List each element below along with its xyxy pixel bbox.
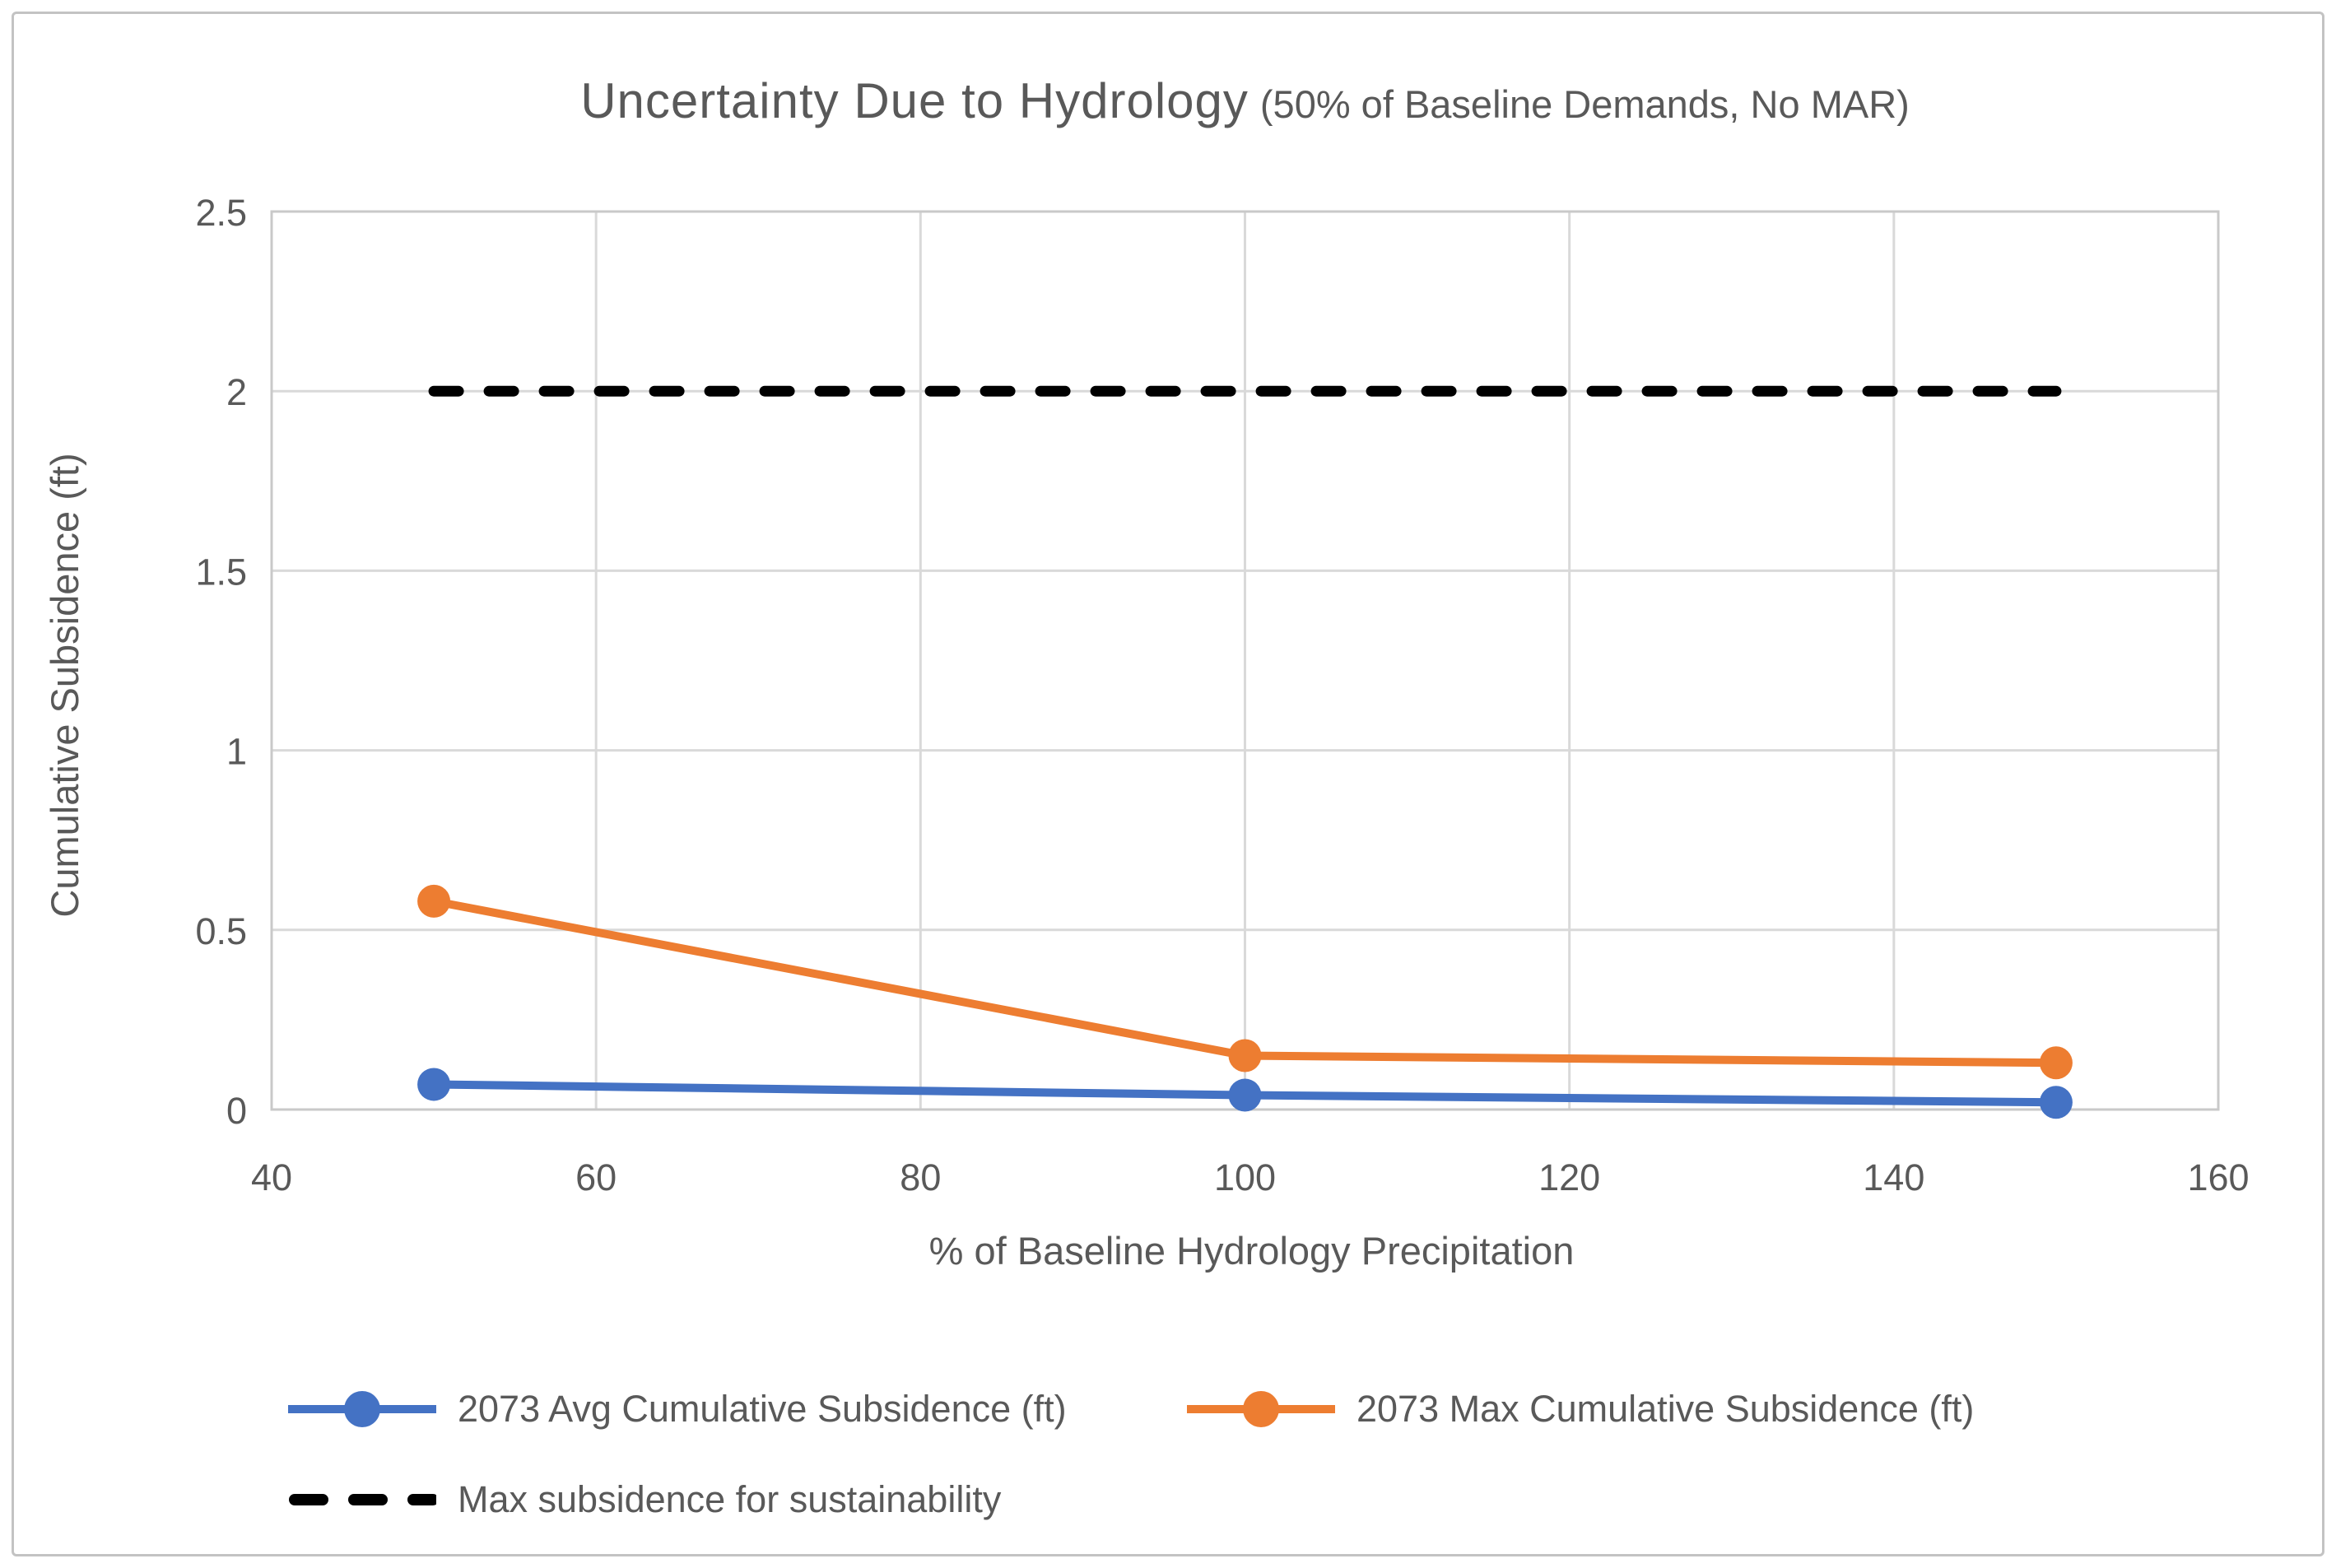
data-point-series-0 [1228, 1078, 1262, 1112]
y-tick-label: 0.5 [195, 910, 247, 952]
x-tick-label: 140 [1863, 1156, 1924, 1198]
legend-reference-row: Max subsidence for sustainability [288, 1477, 1001, 1523]
legend: 2073 Avg Cumulative Subsidence (ft) [288, 1386, 1067, 1432]
data-point-series-1 [2039, 1046, 2073, 1080]
data-point-series-1 [417, 884, 451, 918]
x-tick-label: 60 [575, 1156, 617, 1198]
legend-marker-blue-line-dot-icon [288, 1391, 436, 1427]
data-point-series-0 [417, 1068, 451, 1101]
x-tick-label: 100 [1214, 1156, 1276, 1198]
x-axis-title: % of Baseline Hydrology Precipitation [929, 1229, 1575, 1273]
y-axis-title: Cumulative Subsidence (ft) [43, 453, 86, 917]
y-tick-label: 1 [226, 731, 247, 773]
legend-item-max-subsidence: 2073 Max Cumulative Subsidence (ft) [1187, 1386, 1974, 1432]
chart-title-main: Uncertainty Due to Hydrology [580, 73, 1249, 128]
y-tick-label: 0 [226, 1090, 247, 1132]
legend-dot-blue [344, 1391, 380, 1427]
legend-marker-orange-line-dot-icon [1187, 1391, 1335, 1427]
chart-title-subtitle: (50% of Baseline Demands, No MAR) [1259, 82, 1910, 126]
data-point-series-0 [2039, 1086, 2073, 1119]
legend-continued: 2073 Max Cumulative Subsidence (ft) [1187, 1386, 1974, 1432]
y-tick-label: 2 [226, 371, 247, 413]
x-tick-label: 160 [2187, 1156, 2249, 1198]
legend-item-sustainability-limit: Max subsidence for sustainability [288, 1477, 1001, 1523]
x-tick-label: 80 [900, 1156, 941, 1198]
chart-title: Uncertainty Due to Hydrology (50% of Base… [272, 72, 2218, 129]
legend-label-max-subsidence: 2073 Max Cumulative Subsidence (ft) [1356, 1388, 1975, 1430]
data-point-series-1 [1228, 1039, 1262, 1072]
legend-label-avg-subsidence: 2073 Avg Cumulative Subsidence (ft) [458, 1388, 1067, 1430]
legend-dot-orange [1243, 1391, 1279, 1427]
x-tick-label: 40 [251, 1156, 292, 1198]
legend-item-avg-subsidence: 2073 Avg Cumulative Subsidence (ft) [288, 1386, 1067, 1432]
x-tick-label: 120 [1538, 1156, 1600, 1198]
y-tick-label: 1.5 [195, 551, 247, 593]
legend-label-sustainability-limit: Max subsidence for sustainability [458, 1478, 1002, 1520]
y-tick-label: 2.5 [195, 192, 247, 234]
legend-marker-black-dashed-line-icon [289, 1494, 436, 1505]
